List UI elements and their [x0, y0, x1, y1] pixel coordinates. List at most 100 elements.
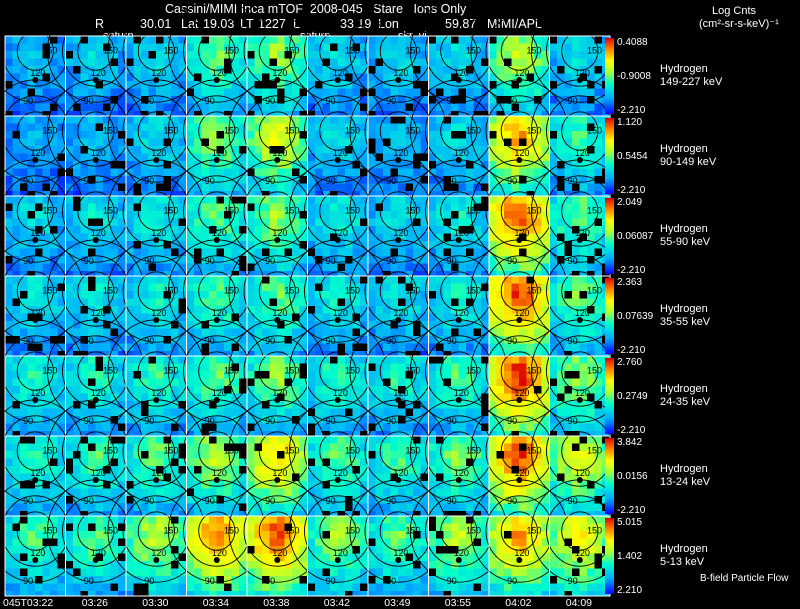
contour-label: 120 [575, 228, 590, 238]
contour-label: 150 [587, 526, 602, 536]
contour-label: 150 [103, 286, 118, 296]
heatmap-panel-r2-c6: 150 120 90 [349, 159, 448, 277]
contour-label: 120 [151, 388, 166, 398]
contour-label: 120 [30, 308, 45, 318]
contour-label: 150 [43, 366, 58, 376]
contour-label: 120 [151, 228, 166, 238]
colorbar-min-label: -2.210 [617, 345, 646, 356]
heatmap-panel-r5-c6: 150 120 90 [349, 399, 448, 517]
row-energy-label: 13-24 keV [660, 476, 711, 488]
contour-label: 90 [144, 576, 154, 586]
contour-label: 90 [507, 576, 517, 586]
chart-title: Cassini/MIMI Inca mTOF 2008-045 Stare Io… [165, 2, 467, 16]
contour-label: 90 [447, 576, 457, 586]
contour-label: 120 [151, 308, 166, 318]
contour-label: 120 [454, 68, 469, 78]
heatmap-panel-r1-c4: 150 120 90 [228, 79, 327, 197]
colorbar-r1 [605, 118, 614, 194]
contour-label: 150 [345, 446, 360, 456]
contour-label: 150 [345, 206, 360, 216]
contour-label: 150 [587, 286, 602, 296]
contour-label: 90 [84, 176, 94, 186]
contour-label: 90 [23, 576, 33, 586]
contour-label: 120 [575, 68, 590, 78]
contour-label: 150 [345, 46, 360, 56]
heatmap-panel-r1-c8: 150 120 90 [470, 79, 569, 197]
contour-label: 120 [91, 388, 106, 398]
contour-label: 150 [164, 46, 179, 56]
contour-label: 120 [575, 308, 590, 318]
heatmap-panel-r2-c3: 150 120 90 [167, 159, 266, 277]
contour-label: 90 [265, 336, 275, 346]
colorbar-min-label: -2.210 [617, 425, 646, 436]
row-energy-label: 90-149 keV [660, 156, 717, 168]
team-label: MIMI/APL [487, 17, 542, 31]
colorbar-r4 [605, 358, 614, 434]
heatmap-panel-r6-c5: 150 120 90 [288, 479, 387, 597]
heatmap-panel-r5-c7: 150 120 90 [409, 399, 508, 517]
row-species-label: Hydrogen [660, 463, 708, 475]
contour-label: 90 [386, 416, 396, 426]
contour-label: 120 [333, 388, 348, 398]
row-species-label: Hydrogen [660, 223, 708, 235]
heatmap-panel-r5-c1: 150 120 90 [46, 399, 145, 517]
contour-label: 150 [164, 526, 179, 536]
contour-label: 150 [43, 206, 58, 216]
heatmap-panel-r4-c6: 150 120 90 [349, 319, 448, 437]
row-energy-label: 24-35 keV [660, 396, 711, 408]
contour-label: 90 [144, 496, 154, 506]
contour-label: 150 [103, 446, 118, 456]
contour-label: 150 [224, 366, 239, 376]
contour-label: 120 [272, 388, 287, 398]
contour-label: 150 [224, 526, 239, 536]
contour-label: 150 [345, 126, 360, 136]
colorbar-mid-label: -0.9008 [617, 71, 651, 82]
colorbar-min-label: -2.210 [617, 185, 646, 196]
lt-value: 1227 [258, 17, 286, 31]
contour-label: 120 [151, 548, 166, 558]
contour-label: 90 [568, 96, 578, 106]
colorbar-r5 [605, 438, 614, 514]
contour-label: 120 [212, 548, 227, 558]
contour-label: 120 [393, 68, 408, 78]
contour-label: 120 [212, 68, 227, 78]
time-tick-label: 03:49 [384, 597, 411, 609]
contour-label: 150 [587, 46, 602, 56]
contour-label: 90 [23, 416, 33, 426]
contour-label: 150 [466, 526, 481, 536]
contour-label: 90 [386, 336, 396, 346]
contour-label: 120 [272, 308, 287, 318]
contour-label: 90 [447, 256, 457, 266]
contour-label: 90 [507, 176, 517, 186]
contour-label: 90 [326, 416, 336, 426]
contour-label: 90 [205, 96, 215, 106]
heatmap-panel-r6-c4: 150 120 90 [228, 479, 327, 597]
contour-label: 120 [30, 148, 45, 158]
contour-label: 150 [285, 46, 300, 56]
heatmap-panel-r0-c7: 150 120 90 [409, 0, 508, 117]
contour-label: 120 [514, 308, 529, 318]
contour-label: 120 [393, 308, 408, 318]
contour-label: 90 [386, 176, 396, 186]
contour-label: 120 [212, 228, 227, 238]
contour-label: 150 [466, 126, 481, 136]
contour-label: 120 [91, 548, 106, 558]
contour-label: 90 [144, 176, 154, 186]
contour-label: 90 [265, 96, 275, 106]
contour-label: 120 [333, 68, 348, 78]
contour-label: 120 [151, 148, 166, 158]
contour-label: 120 [212, 388, 227, 398]
contour-label: 150 [43, 126, 58, 136]
contour-label: 120 [91, 308, 106, 318]
heatmap-panel-r2-c0: 150 120 90 [0, 159, 85, 277]
contour-label: 90 [84, 256, 94, 266]
heatmap-panel-r6-c1: 150 120 90 [46, 479, 145, 597]
contour-label: 90 [205, 336, 215, 346]
lt-label: LT [240, 17, 254, 31]
colorbar-max-label: 2.363 [617, 277, 643, 288]
contour-label: 90 [326, 96, 336, 106]
units-title: Log Cnts [712, 5, 757, 17]
time-tick-label: 045T03:22 [3, 597, 54, 609]
contour-label: 120 [151, 68, 166, 78]
contour-label: 120 [272, 548, 287, 558]
